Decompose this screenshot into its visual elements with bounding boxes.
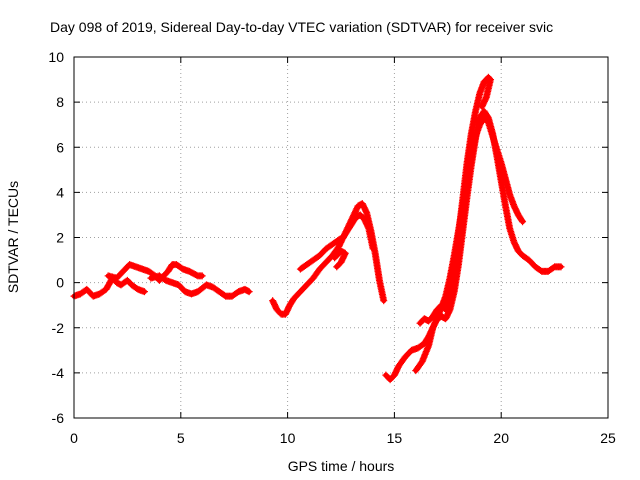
data-point-marker xyxy=(369,245,377,253)
plot-frame xyxy=(73,56,609,419)
y-tick-label: 4 xyxy=(56,184,64,200)
data-point-marker xyxy=(245,288,253,296)
y-axis-label: SDTVAR / TECUs xyxy=(5,181,21,293)
data-point-marker xyxy=(478,103,486,111)
series-markers xyxy=(104,261,206,284)
y-tick-label: 2 xyxy=(56,230,64,246)
x-tick-label: 25 xyxy=(600,430,616,446)
x-tick-label: 5 xyxy=(177,430,185,446)
x-tick-label: 10 xyxy=(280,430,296,446)
data-point-marker xyxy=(380,297,388,305)
y-tick-label: 0 xyxy=(56,275,64,291)
x-tick-label: 15 xyxy=(387,430,403,446)
data-point-marker xyxy=(198,272,206,280)
data-point-marker xyxy=(333,263,341,271)
series-arc-1 xyxy=(70,274,148,300)
series-markers xyxy=(147,272,253,300)
series-markers xyxy=(296,211,377,273)
y-tick-label: 6 xyxy=(56,139,64,155)
x-axis-label: GPS time / hours xyxy=(288,458,395,474)
series-arc-5 xyxy=(296,211,377,273)
data-point-marker xyxy=(140,288,148,296)
x-tick-label: 0 xyxy=(70,430,78,446)
y-tick-label: 8 xyxy=(56,94,64,110)
series-arc-2 xyxy=(104,261,206,284)
series-arc-6 xyxy=(331,247,349,271)
y-tick-label: -2 xyxy=(52,320,65,336)
data-point-marker xyxy=(518,217,526,225)
series-markers xyxy=(416,73,495,327)
chart-title: Day 098 of 2019, Sidereal Day-to-day VTE… xyxy=(50,19,553,35)
data-point-marker xyxy=(334,262,342,270)
series-group xyxy=(70,73,565,384)
grid xyxy=(74,57,608,418)
series-arc-9 xyxy=(416,73,495,327)
data-point-marker xyxy=(519,218,527,226)
x-tick-labels: 0 5 10 15 20 25 xyxy=(70,430,616,446)
series-arc-3 xyxy=(147,272,253,300)
x-tick-label: 20 xyxy=(493,430,509,446)
data-point-marker xyxy=(479,101,487,109)
series-markers xyxy=(70,274,148,300)
y-tick-label: -6 xyxy=(52,410,65,426)
y-tick-label: 10 xyxy=(48,49,64,65)
data-point-marker xyxy=(557,263,565,271)
series-markers xyxy=(331,247,349,271)
y-tick-label: -4 xyxy=(52,365,65,381)
y-tick-labels: -6 -4 -2 0 2 4 6 8 10 xyxy=(48,49,64,426)
